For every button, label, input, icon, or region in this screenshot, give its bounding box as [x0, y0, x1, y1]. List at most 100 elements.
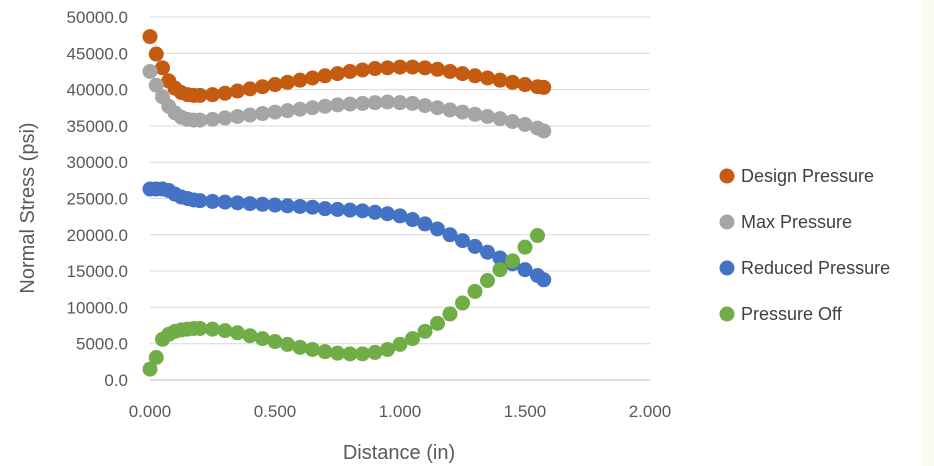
data-point — [242, 328, 258, 344]
data-point — [492, 72, 508, 88]
data-point — [480, 108, 495, 124]
data-point — [442, 306, 458, 322]
data-point — [417, 98, 433, 114]
data-point — [536, 123, 552, 139]
data-point — [148, 77, 164, 93]
x-tick-label: 0.500 — [254, 402, 297, 421]
data-point — [267, 77, 283, 93]
data-point — [217, 194, 233, 210]
data-point — [455, 104, 470, 120]
data-point — [392, 59, 408, 75]
data-point — [405, 212, 420, 228]
data-point — [430, 61, 445, 77]
y-tick-label: 50000.0 — [67, 8, 128, 27]
data-point — [517, 239, 533, 255]
data-point — [330, 97, 345, 113]
data-point — [536, 79, 552, 95]
y-tick-label: 10000.0 — [67, 298, 128, 317]
data-point — [305, 342, 320, 358]
data-point — [380, 94, 395, 110]
data-point — [467, 106, 483, 122]
data-point — [317, 344, 333, 360]
data-point — [192, 193, 208, 209]
data-point — [205, 321, 220, 337]
data-point — [280, 336, 295, 352]
data-point — [317, 98, 333, 114]
data-point — [492, 262, 508, 278]
data-point — [155, 60, 170, 76]
data-point — [267, 104, 283, 120]
data-point — [317, 201, 333, 217]
data-point — [505, 253, 520, 269]
data-point — [242, 81, 258, 97]
legend-marker — [719, 214, 735, 230]
legend-label: Design Pressure — [741, 166, 874, 186]
data-point — [405, 331, 420, 347]
data-point — [442, 102, 458, 118]
data-point — [367, 61, 383, 77]
data-point — [480, 244, 495, 260]
y-axis-title: Normal Stress (psi) — [17, 122, 39, 293]
data-point — [230, 325, 245, 341]
data-point — [192, 112, 208, 128]
data-point — [355, 95, 370, 111]
data-point — [292, 101, 308, 117]
data-point — [467, 238, 483, 254]
data-point — [205, 87, 220, 103]
data-point — [536, 272, 552, 288]
data-point — [142, 63, 158, 79]
y-tick-label: 5000.0 — [76, 335, 128, 354]
data-point — [255, 79, 270, 95]
data-point — [230, 83, 245, 99]
data-point — [392, 95, 408, 111]
data-point — [142, 361, 158, 377]
data-point — [342, 346, 358, 362]
y-tick-label: 30000.0 — [67, 153, 128, 172]
page-edge — [921, 0, 934, 466]
y-axis-tick-labels: 0.0 5000.0 10000.0 15000.0 20000.0 25000.0 300… — [67, 8, 128, 390]
data-point — [367, 344, 383, 360]
data-point — [148, 46, 164, 62]
data-point — [480, 273, 495, 289]
data-point — [330, 66, 345, 82]
data-point — [192, 320, 208, 336]
data-point — [217, 85, 233, 101]
data-point — [280, 103, 295, 119]
data-point — [217, 323, 233, 339]
data-point — [355, 203, 370, 219]
data-point — [392, 208, 408, 224]
data-point — [317, 68, 333, 84]
data-point — [380, 342, 395, 358]
data-point — [467, 283, 483, 299]
data-point — [505, 74, 520, 90]
gridlines — [150, 16, 650, 345]
data-point — [517, 116, 533, 132]
x-tick-label: 0.000 — [129, 402, 172, 421]
x-tick-label: 1.000 — [379, 402, 422, 421]
data-point — [455, 233, 470, 249]
data-point — [442, 227, 458, 243]
data-point — [342, 96, 358, 112]
data-point — [230, 108, 245, 124]
data-point — [467, 68, 483, 84]
data-point — [405, 95, 420, 111]
data-point — [230, 195, 245, 211]
data-point — [430, 221, 445, 237]
data-point — [280, 74, 295, 90]
legend-marker — [719, 168, 735, 184]
data-point — [430, 100, 445, 116]
series-pressure-off — [142, 228, 545, 377]
legend-marker — [719, 260, 735, 276]
data-point — [242, 107, 258, 123]
data-point — [367, 204, 383, 220]
data-point — [305, 199, 320, 215]
data-point — [142, 29, 158, 45]
y-tick-label: 20000.0 — [67, 226, 128, 245]
legend-label: Max Pressure — [741, 212, 852, 232]
data-point — [305, 100, 320, 116]
data-point — [380, 60, 395, 76]
x-axis-title: Distance (in) — [343, 442, 455, 464]
data-point — [355, 62, 370, 78]
x-tick-label: 1.500 — [504, 402, 547, 421]
data-point — [442, 63, 458, 79]
